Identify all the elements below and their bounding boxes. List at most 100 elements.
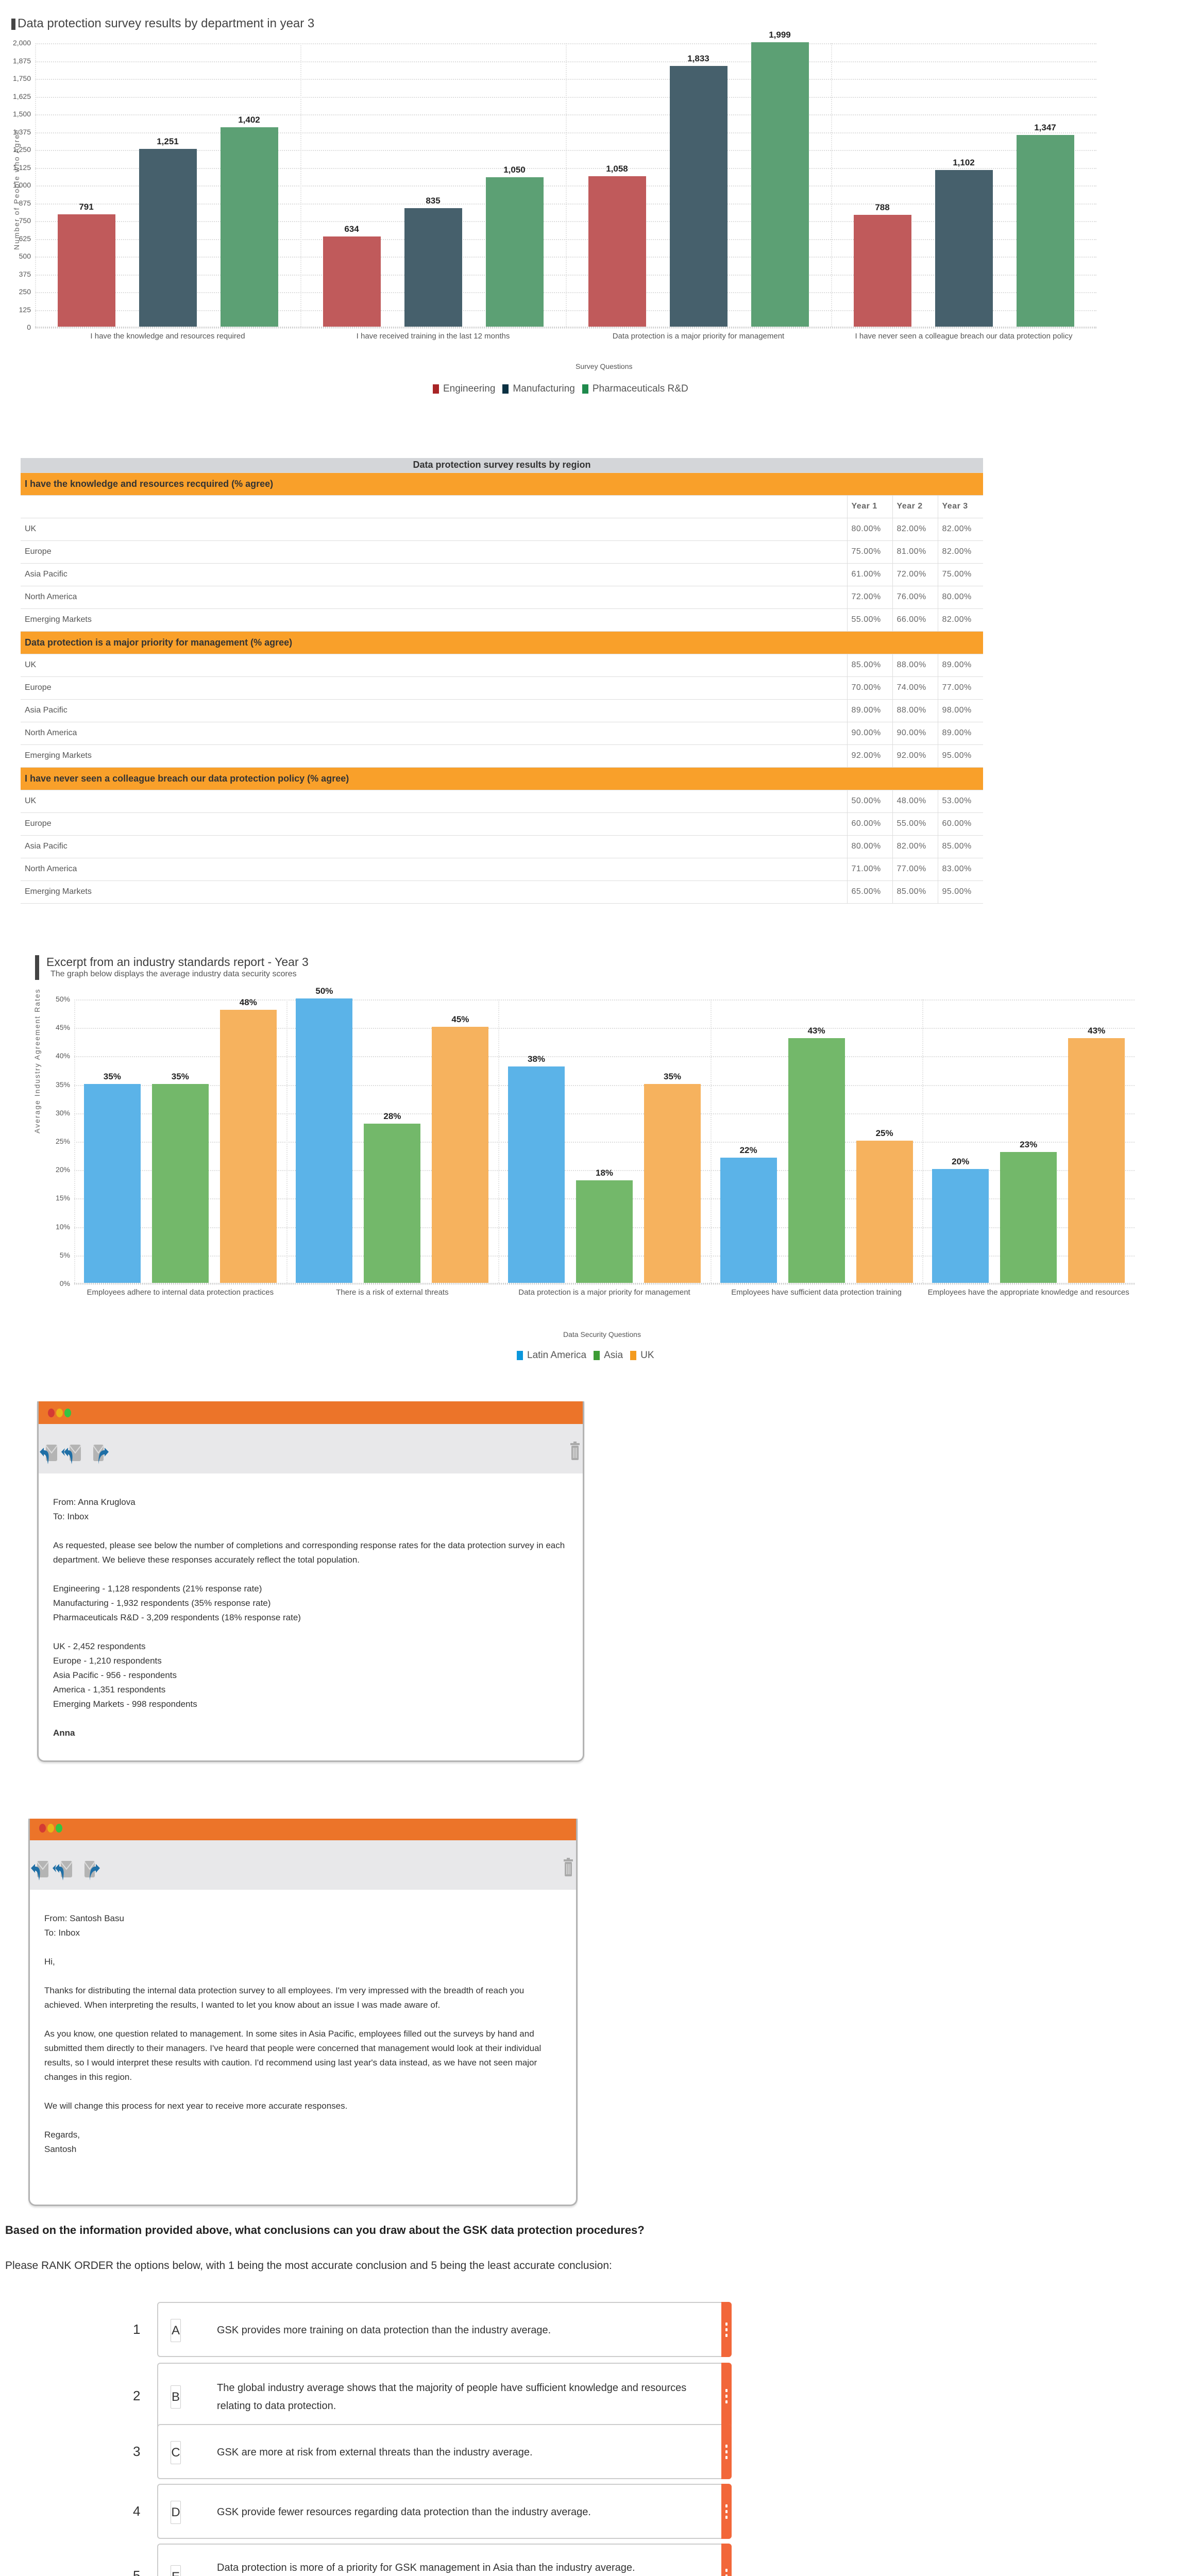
bar-pharmaceuticals-r-d[interactable]	[751, 42, 809, 327]
y-tick-label: 0%	[59, 1279, 70, 1287]
rank-option-card[interactable]: D GSK provide fewer resources regarding d…	[157, 2484, 732, 2539]
bar-asia[interactable]	[788, 1038, 845, 1283]
email-greeting: Hi,	[44, 1957, 55, 1967]
maximize-dot-icon[interactable]	[64, 1409, 71, 1417]
email-titlebar	[30, 1819, 576, 1840]
legend-item[interactable]: Engineering	[433, 383, 495, 395]
table-value-cell: 60.00%	[937, 812, 983, 836]
bar-latin-america[interactable]	[932, 1169, 989, 1283]
table-value-cell: 82.00%	[892, 835, 938, 858]
grip-dot	[725, 2504, 728, 2507]
rank-option-card[interactable]: B The global industry average shows that …	[157, 2363, 732, 2430]
drag-handle-icon[interactable]	[721, 2544, 732, 2576]
bar-pharmaceuticals-r-d[interactable]	[220, 127, 278, 327]
table-value-cell: 72.00%	[892, 563, 938, 586]
bar-uk[interactable]	[1068, 1038, 1125, 1283]
close-dot-icon[interactable]	[39, 1824, 46, 1833]
bar-asia[interactable]	[151, 1083, 209, 1283]
reply-icon[interactable]	[39, 1443, 58, 1468]
table-value-cell: 55.00%	[847, 608, 892, 632]
table-row: Asia Pacific 80.00% 82.00% 85.00%	[21, 835, 983, 858]
bar-manufacturing[interactable]	[935, 170, 993, 327]
minimize-dot-icon[interactable]	[56, 1409, 63, 1417]
table-value-cell: 75.00%	[847, 540, 892, 564]
legend-swatch-icon	[594, 1351, 600, 1360]
bar-manufacturing[interactable]	[404, 208, 462, 327]
maximize-dot-icon[interactable]	[56, 1824, 62, 1833]
table-row: North America 90.00% 90.00% 89.00%	[21, 722, 983, 745]
table-value-cell: 89.00%	[847, 699, 892, 722]
grip-dot	[725, 2510, 728, 2513]
industry-standards-chart: Excerpt from an industry standards repor…	[0, 948, 1184, 1370]
close-dot-icon[interactable]	[48, 1409, 55, 1417]
legend-item[interactable]: Pharmaceuticals R&D	[582, 383, 688, 395]
legend-item[interactable]: Latin America	[517, 1350, 586, 1361]
table-region-cell: North America	[21, 586, 847, 609]
rank-number: 4	[133, 2503, 141, 2519]
y-tick-label: 45%	[55, 1023, 70, 1032]
reply-all-icon[interactable]	[53, 1859, 73, 1884]
legend-item[interactable]: Manufacturing	[502, 383, 575, 395]
y-tick-label: 1,250	[12, 145, 31, 154]
bar-uk[interactable]	[432, 1027, 489, 1283]
bar-manufacturing[interactable]	[139, 148, 197, 327]
rank-option-card[interactable]: E Data protection is more of a priority f…	[157, 2544, 732, 2576]
table-row: Asia Pacific 89.00% 88.00% 98.00%	[21, 699, 983, 722]
bar-uk[interactable]	[644, 1083, 701, 1283]
vertical-gridline	[35, 43, 36, 327]
legend-item[interactable]: Asia	[594, 1350, 623, 1361]
drag-handle-icon[interactable]	[721, 2424, 732, 2479]
table-region-cell: Europe	[21, 812, 847, 836]
bar-value-label: 791	[79, 201, 94, 212]
email-from: From: Anna Kruglova	[53, 1497, 136, 1507]
x-category-label: I have never seen a colleague breach our…	[855, 332, 1073, 341]
forward-icon[interactable]	[93, 1443, 110, 1468]
trash-icon[interactable]	[570, 1442, 580, 1463]
minimize-dot-icon[interactable]	[47, 1824, 54, 1833]
option-text: GSK provide fewer resources regarding da…	[217, 2506, 591, 2518]
bar-engineering[interactable]	[853, 214, 911, 327]
table-row: Europe 75.00% 81.00% 82.00%	[21, 540, 983, 564]
bar-latin-america[interactable]	[296, 998, 353, 1283]
legend-item[interactable]: UK	[630, 1350, 654, 1361]
reply-icon[interactable]	[30, 1859, 49, 1884]
bar-asia[interactable]	[364, 1123, 421, 1283]
drag-handle-icon[interactable]	[721, 2484, 732, 2539]
bar-asia[interactable]	[1000, 1152, 1057, 1283]
bar-pharmaceuticals-r-d[interactable]	[1016, 135, 1074, 327]
table-row: Emerging Markets 92.00% 92.00% 95.00%	[21, 744, 983, 768]
email-signature: Anna	[53, 1728, 75, 1738]
title-accent-bar	[11, 19, 15, 30]
bar-uk[interactable]	[856, 1141, 913, 1283]
bar-latin-america[interactable]	[508, 1066, 565, 1283]
table-value-cell: 88.00%	[892, 654, 938, 677]
bar-asia[interactable]	[576, 1180, 633, 1283]
bar-engineering[interactable]	[323, 236, 381, 327]
vertical-gridline	[498, 999, 500, 1283]
table-region-cell: Emerging Markets	[21, 880, 847, 904]
bar-engineering[interactable]	[57, 214, 115, 327]
drag-handle-icon[interactable]	[721, 2302, 732, 2357]
grip-dot	[725, 2574, 728, 2576]
option-text: GSK provides more training on data prote…	[217, 2325, 551, 2336]
bar-uk[interactable]	[219, 1010, 277, 1283]
bar-manufacturing[interactable]	[669, 66, 728, 327]
forward-icon[interactable]	[84, 1859, 101, 1884]
y-tick-label: 5%	[59, 1250, 70, 1259]
y-tick-label: 30%	[55, 1108, 70, 1117]
bar-pharmaceuticals-r-d[interactable]	[485, 177, 544, 327]
y-tick-label: 1,750	[12, 74, 31, 82]
bar-latin-america[interactable]	[83, 1083, 141, 1283]
chart-title: Excerpt from an industry standards repor…	[46, 955, 309, 969]
option-letter-badge: C	[171, 2441, 181, 2464]
bar-latin-america[interactable]	[720, 1158, 777, 1283]
trash-icon[interactable]	[564, 1858, 573, 1879]
chart-legend: Latin America Asia UK	[517, 1350, 654, 1361]
dept-line: Engineering - 1,128 respondents (21% res…	[53, 1584, 262, 1594]
rank-option-card[interactable]: A GSK provides more training on data prot…	[157, 2302, 732, 2357]
rank-option-card[interactable]: C GSK are more at risk from external thre…	[157, 2424, 732, 2479]
reply-all-icon[interactable]	[61, 1443, 82, 1468]
bar-engineering[interactable]	[588, 176, 646, 327]
drag-handle-icon[interactable]	[721, 2363, 732, 2430]
table-region-cell: Asia Pacific	[21, 699, 847, 722]
